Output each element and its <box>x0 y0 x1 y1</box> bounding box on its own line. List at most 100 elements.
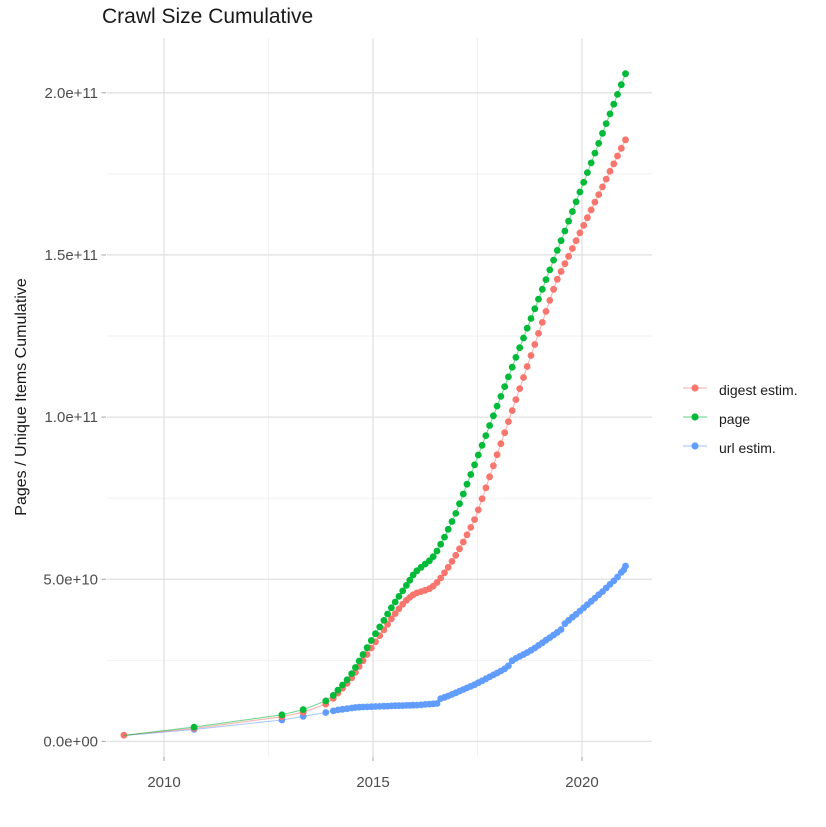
data-point <box>565 217 572 225</box>
digest-estim-key-icon <box>683 380 707 401</box>
series-page <box>123 70 629 736</box>
data-point <box>512 396 520 403</box>
legend: digest estim. page url estim. <box>683 380 798 458</box>
data-point <box>516 344 524 352</box>
data-point <box>348 670 356 677</box>
data-point <box>516 385 524 392</box>
data-point <box>622 136 629 144</box>
legend-label: page <box>719 411 751 427</box>
data-point <box>538 285 546 293</box>
data-point <box>520 334 527 342</box>
data-point <box>576 229 584 237</box>
data-point <box>614 152 621 160</box>
data-point <box>584 169 591 177</box>
data-point <box>602 120 610 127</box>
data-point <box>505 418 512 425</box>
data-point <box>471 461 478 469</box>
data-point <box>569 245 576 252</box>
data-point <box>452 510 460 517</box>
data-point <box>527 315 535 322</box>
legend-item-digest-estim: digest estim. <box>683 380 798 400</box>
data-point <box>490 462 497 470</box>
data-point <box>437 540 445 548</box>
data-point <box>557 268 565 275</box>
data-point <box>482 484 490 492</box>
series-line <box>123 139 626 736</box>
data-point <box>399 587 407 595</box>
data-point <box>355 657 363 665</box>
data-point <box>542 276 550 283</box>
data-point <box>433 547 441 555</box>
data-point <box>553 247 561 254</box>
data-point <box>493 451 501 459</box>
data-point <box>467 471 475 478</box>
data-point <box>557 626 565 633</box>
y-tick-label: 0.0e+00 <box>43 733 98 750</box>
data-point <box>576 188 584 196</box>
data-point <box>553 275 561 283</box>
data-point <box>512 354 520 361</box>
data-point <box>388 615 395 623</box>
data-point <box>478 495 486 503</box>
axis-ticks <box>101 92 583 761</box>
legend-label: url estim. <box>719 440 776 456</box>
data-point <box>395 605 403 613</box>
data-point <box>363 644 371 652</box>
data-point <box>471 516 478 523</box>
data-point <box>456 545 463 553</box>
data-point <box>372 630 379 638</box>
y-tick-label: 1.5e+11 <box>44 247 98 264</box>
y-tick-label: 2.0e+11 <box>44 85 98 102</box>
data-point <box>441 533 448 541</box>
data-point <box>359 651 367 658</box>
data-point <box>278 711 286 719</box>
data-point <box>501 383 509 390</box>
data-point <box>299 706 307 713</box>
data-point <box>482 432 490 439</box>
data-point <box>474 506 482 514</box>
grid-major <box>107 38 652 756</box>
data-point <box>599 129 606 137</box>
data-point <box>527 352 535 359</box>
data-point <box>523 324 531 332</box>
data-point <box>622 562 629 570</box>
data-point <box>572 198 580 206</box>
data-point <box>429 553 437 560</box>
data-point <box>497 393 505 400</box>
data-point <box>486 473 493 481</box>
data-point <box>388 604 395 612</box>
data-point <box>490 412 497 420</box>
data-point <box>463 480 471 488</box>
data-point <box>546 266 554 274</box>
grid-minor <box>107 38 652 756</box>
x-tick-label: 2020 <box>565 774 598 791</box>
y-tick-label: 5.0e+10 <box>43 571 98 588</box>
data-point <box>467 524 475 531</box>
data-point <box>614 573 621 581</box>
data-point <box>334 686 342 694</box>
data-point <box>546 297 554 304</box>
data-point <box>391 610 399 617</box>
data-point <box>437 574 445 582</box>
chart-title: Crawl Size Cumulative <box>102 5 314 28</box>
data-point <box>444 563 452 571</box>
data-point <box>542 308 550 315</box>
data-point <box>441 569 448 577</box>
data-point <box>580 222 588 229</box>
data-point <box>595 191 603 199</box>
data-point <box>376 623 384 631</box>
data-point <box>606 167 614 175</box>
data-point <box>322 697 330 705</box>
data-point <box>380 617 388 624</box>
data-point <box>339 681 346 689</box>
series-url-estim <box>123 562 629 737</box>
data-point <box>497 440 505 448</box>
data-point <box>448 518 456 525</box>
data-point <box>343 676 351 684</box>
data-point <box>433 579 441 586</box>
x-tick-label: 2010 <box>147 774 180 791</box>
data-point <box>352 664 359 671</box>
data-point <box>584 214 591 222</box>
